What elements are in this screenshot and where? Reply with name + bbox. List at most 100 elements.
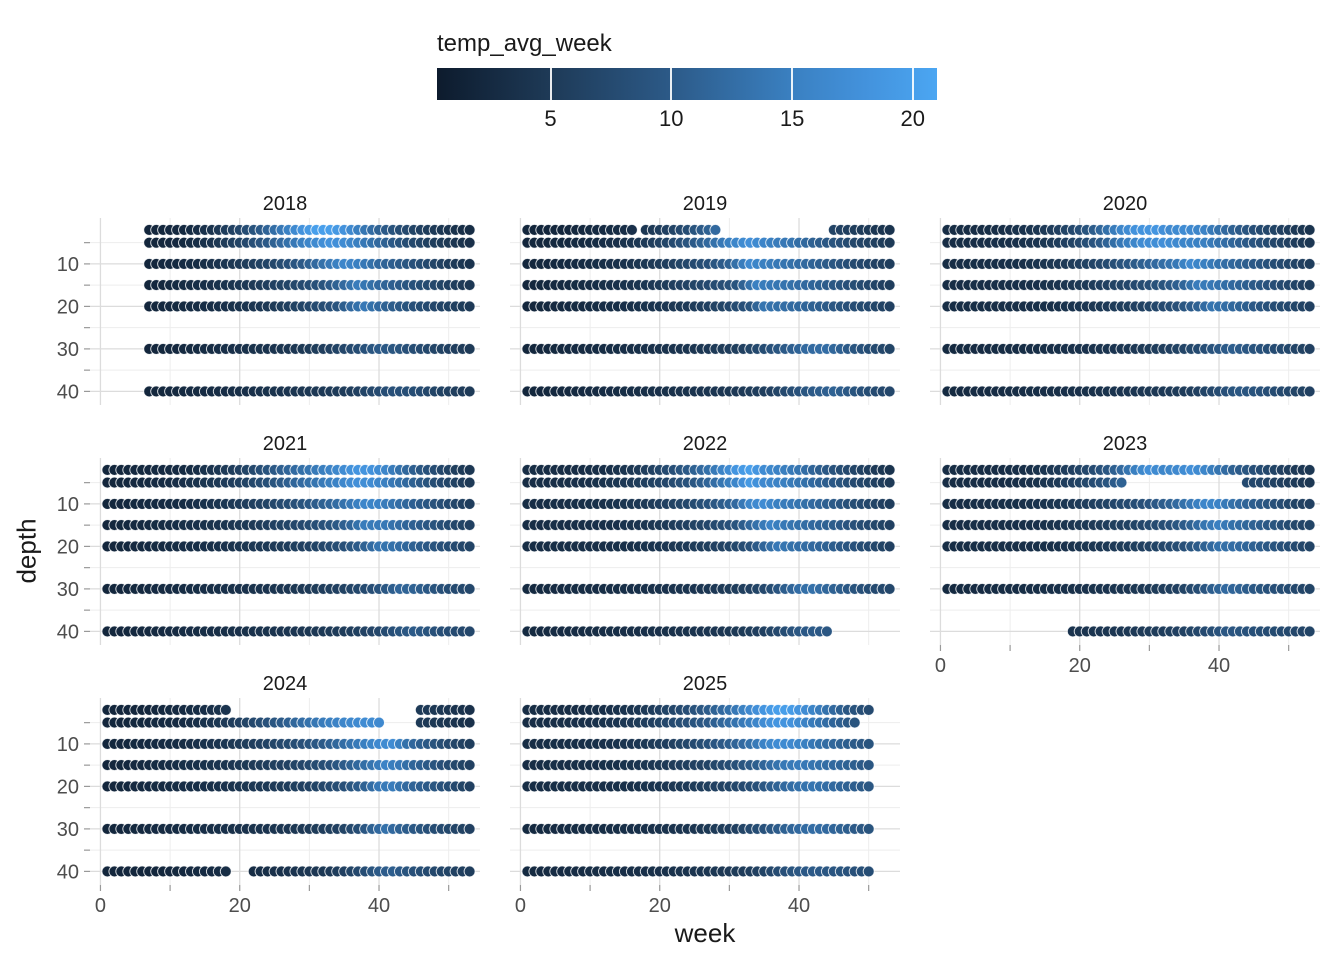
depth-row-5: [101, 716, 476, 729]
data-point: [1303, 300, 1316, 313]
data-point: [625, 223, 638, 236]
data-point: [883, 236, 896, 249]
data-point: [463, 342, 476, 355]
data-point: [463, 279, 476, 292]
depth-row-15: [101, 519, 476, 532]
depth-row-30: [521, 342, 896, 355]
data-point: [883, 582, 896, 595]
x-tick-label: 0: [935, 655, 946, 677]
data-point: [219, 865, 232, 878]
depth-row-2: [143, 223, 476, 236]
y-tick-label: 30: [57, 819, 79, 841]
depth-row-10: [521, 737, 875, 750]
x-axis-title: week: [674, 918, 736, 948]
data-point: [463, 540, 476, 553]
depth-row-5: [941, 236, 1316, 249]
depth-row-2: [941, 223, 1316, 236]
depth-row-2: [101, 463, 476, 476]
data-point: [463, 716, 476, 729]
data-point: [883, 463, 896, 476]
facet-panel-2022: 2022: [510, 433, 900, 645]
depth-row-40: [101, 865, 476, 878]
depth-row-30: [101, 582, 476, 595]
depth-row-10: [941, 257, 1316, 270]
data-point: [463, 223, 476, 236]
data-point: [463, 780, 476, 793]
depth-row-30: [941, 342, 1316, 355]
data-point: [463, 463, 476, 476]
y-tick-label: 10: [57, 254, 79, 276]
data-point: [862, 822, 875, 835]
depth-row-5: [101, 476, 476, 489]
depth-row-40: [521, 865, 875, 878]
depth-row-2: [101, 703, 476, 716]
data-point: [709, 223, 722, 236]
depth-row-15: [941, 519, 1316, 532]
facet-title: 2019: [683, 193, 728, 215]
facet-panel-2019: 2019: [510, 193, 900, 405]
depth-row-2: [521, 223, 896, 236]
depth-row-15: [941, 279, 1316, 292]
depth-row-5: [521, 716, 861, 729]
depth-row-15: [521, 759, 875, 772]
y-tick-label: 20: [57, 536, 79, 558]
depth-row-10: [143, 257, 476, 270]
depth-row-20: [101, 780, 476, 793]
data-point: [219, 703, 232, 716]
facet-title: 2023: [1103, 433, 1148, 455]
legend-tick-label: 20: [900, 106, 926, 131]
x-tick-label: 40: [788, 895, 810, 917]
facet-title: 2024: [263, 673, 308, 695]
y-tick-label: 30: [57, 579, 79, 601]
data-point: [463, 703, 476, 716]
depth-row-40: [521, 625, 833, 638]
depth-row-20: [941, 300, 1316, 313]
y-tick-label: 10: [57, 494, 79, 516]
depth-row-10: [941, 497, 1316, 510]
depth-row-15: [101, 759, 476, 772]
legend-tick-mark: [549, 68, 552, 100]
data-point: [883, 300, 896, 313]
data-point: [463, 497, 476, 510]
data-point: [862, 737, 875, 750]
facet-panel-2023: 2023 0 20 40: [930, 433, 1320, 677]
data-point: [373, 716, 385, 729]
data-point: [883, 497, 896, 510]
data-point: [463, 300, 476, 313]
data-point: [463, 385, 476, 398]
data-point: [1303, 625, 1316, 638]
depth-row-15: [521, 519, 896, 532]
data-point: [1303, 257, 1316, 270]
data-point: [1303, 497, 1316, 510]
depth-row-10: [521, 497, 896, 510]
facet-panel-2021: 2021 10 20 30 40: [57, 433, 480, 645]
depth-row-20: [521, 780, 875, 793]
y-tick-label: 40: [57, 861, 79, 883]
data-point: [883, 540, 896, 553]
facet-panel-2020: 2020: [930, 193, 1320, 405]
x-tick-label: 40: [1208, 655, 1230, 677]
y-axis-title: depth: [11, 518, 42, 584]
data-point: [1303, 279, 1316, 292]
data-point: [463, 625, 476, 638]
legend-tick-label: 5: [544, 106, 557, 131]
y-tick-label: 40: [57, 621, 79, 643]
depth-row-5: [521, 236, 896, 249]
data-point: [463, 519, 476, 532]
depth-row-5: [941, 476, 1316, 489]
depth-row-40: [941, 385, 1316, 398]
data-point: [1303, 476, 1316, 489]
data-point: [862, 865, 875, 878]
y-tick-label: 20: [57, 296, 79, 318]
legend-tick-mark: [911, 68, 914, 100]
depth-row-10: [101, 737, 476, 750]
depth-row-40: [521, 385, 896, 398]
depth-row-30: [521, 822, 875, 835]
x-tick-label: 20: [1069, 655, 1091, 677]
data-point: [883, 279, 896, 292]
data-point: [883, 257, 896, 270]
data-point: [463, 822, 476, 835]
depth-row-15: [143, 279, 476, 292]
data-point: [883, 385, 896, 398]
